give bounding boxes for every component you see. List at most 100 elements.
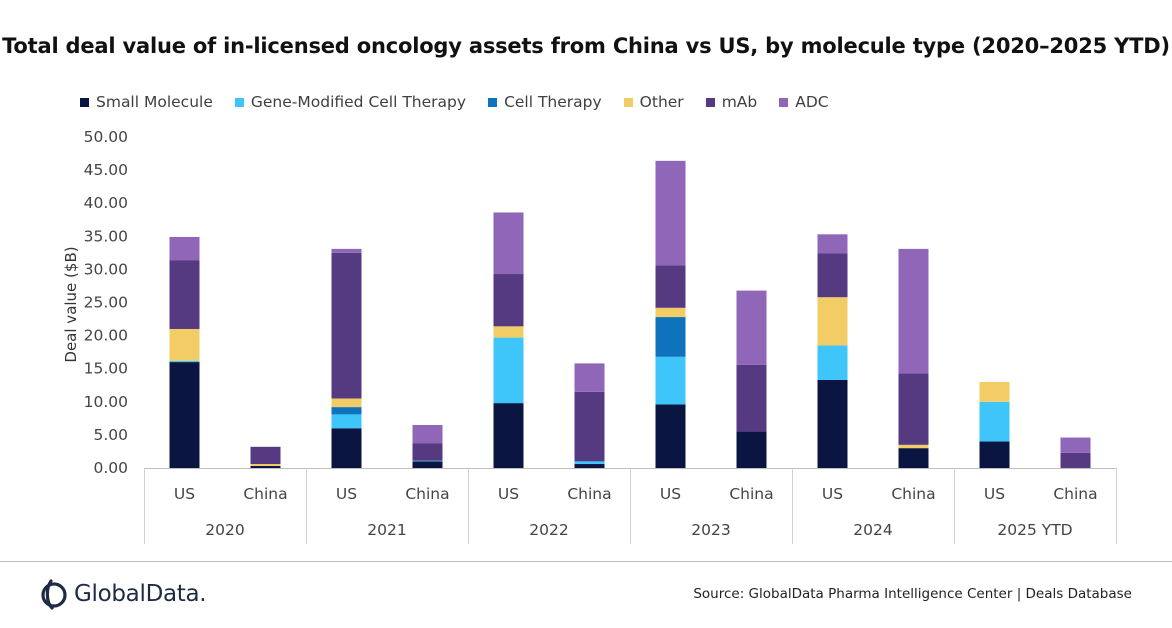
- legend-label: Gene-Modified Cell Therapy: [250, 93, 467, 111]
- bar-segment: [169, 360, 200, 363]
- bar-segment: [817, 234, 848, 254]
- bar-segment: [412, 460, 443, 462]
- bar-segment: [412, 461, 443, 468]
- y-tick-label: 30.00: [84, 260, 128, 278]
- bar-segment: [331, 252, 362, 399]
- x-group-label: 2024: [853, 521, 892, 539]
- y-tick-label: 25.00: [84, 294, 128, 312]
- legend-label: Cell Therapy: [504, 93, 602, 111]
- y-tick-label: 35.00: [84, 227, 128, 245]
- x-category-label: China: [1053, 485, 1097, 503]
- y-tick-label: 15.00: [84, 360, 128, 378]
- bar-segment: [493, 212, 524, 275]
- bar-segment: [574, 363, 605, 392]
- x-category-label: US: [174, 485, 195, 503]
- bar-segment: [1060, 452, 1091, 468]
- bar-segment: [898, 444, 929, 449]
- x-category-label: US: [336, 485, 357, 503]
- bar-segment: [655, 356, 686, 405]
- bar-segment: [493, 326, 524, 338]
- y-tick-label: 40.00: [84, 194, 128, 212]
- bar-segment: [169, 236, 200, 261]
- y-tick-label: 20.00: [84, 327, 128, 345]
- bar-segment: [574, 464, 605, 468]
- bar-segment: [736, 431, 767, 468]
- bar-segment: [817, 253, 848, 298]
- x-category-label: US: [660, 485, 681, 503]
- bar-segment: [655, 160, 686, 266]
- x-category-label: China: [243, 485, 287, 503]
- bar-segment: [493, 403, 524, 468]
- legend-swatch: [80, 97, 89, 107]
- bar-segment: [898, 448, 929, 468]
- bar-segment: [250, 464, 281, 467]
- legend-item: Cell Therapy: [488, 93, 602, 111]
- bar-segment: [493, 337, 524, 404]
- bar-segment: [169, 328, 200, 361]
- bar-segment: [1060, 437, 1091, 453]
- x-category-label: China: [891, 485, 935, 503]
- bar-segment: [493, 274, 524, 327]
- x-category-label: US: [984, 485, 1005, 503]
- y-tick-label: 0.00: [93, 459, 128, 477]
- x-group-label: 2023: [691, 521, 730, 539]
- bar-segment: [736, 364, 767, 432]
- bar-segment: [898, 373, 929, 445]
- x-group-label: 2022: [529, 521, 568, 539]
- footer-divider: [0, 561, 1172, 562]
- bar-segment: [655, 317, 686, 357]
- y-tick-label: 5.00: [93, 426, 128, 444]
- x-category-label: US: [498, 485, 519, 503]
- legend-swatch: [705, 97, 715, 107]
- bar-segment: [331, 398, 362, 408]
- bar-segment: [412, 424, 443, 444]
- bar-segment: [979, 401, 1010, 442]
- legend-label: ADC: [795, 93, 829, 111]
- legend-label: mAb: [721, 93, 758, 111]
- legend-item: Gene-Modified Cell Therapy: [234, 93, 467, 111]
- bar-segment: [169, 260, 200, 329]
- y-tick-label: 10.00: [84, 393, 128, 411]
- bar-segment: [331, 407, 362, 415]
- y-tick-label: 45.00: [84, 161, 128, 179]
- globaldata-logo: GlobalData.: [40, 578, 207, 610]
- bar-segment: [331, 414, 362, 429]
- bar-segment: [817, 379, 848, 468]
- bar-segment: [250, 446, 281, 465]
- chart-legend: Small Molecule Gene-Modified Cell Therapy…: [80, 93, 851, 111]
- bar-segment: [655, 265, 686, 308]
- legend-item: mAb: [705, 93, 758, 111]
- legend-label: Small Molecule: [96, 93, 213, 111]
- bar-segment: [655, 404, 686, 468]
- y-tick-label: 50.00: [84, 128, 128, 146]
- bar-segment: [331, 428, 362, 468]
- logo-text: GlobalData.: [74, 581, 207, 607]
- bar-segment: [574, 461, 605, 465]
- legend-item: Other: [623, 93, 684, 111]
- chart-plot-area: Deal value ($B) 0.00 5.00 10.00 15.00 20.00 25…: [62, 128, 1117, 544]
- x-category-label: US: [822, 485, 843, 503]
- x-category-label: China: [567, 485, 611, 503]
- x-category-label: China: [729, 485, 773, 503]
- legend-item: Small Molecule: [80, 93, 213, 111]
- bar-segment: [574, 391, 605, 462]
- bar-segment: [817, 345, 848, 380]
- legend-swatch: [488, 97, 498, 107]
- bar-segment: [169, 362, 200, 468]
- legend-swatch: [779, 97, 789, 107]
- bar-segment: [250, 466, 281, 468]
- legend-swatch: [623, 97, 633, 107]
- x-group-label: 2021: [367, 521, 406, 539]
- bar-segment: [979, 441, 1010, 468]
- legend-item: ADC: [779, 93, 829, 111]
- bar-segment: [331, 248, 362, 253]
- x-category-label: China: [405, 485, 449, 503]
- bar-segment: [979, 381, 1010, 402]
- bar-segment: [736, 290, 767, 365]
- x-group-label: 2020: [205, 521, 244, 539]
- bar-segment: [817, 297, 848, 346]
- y-axis-label: Deal value ($B): [62, 246, 80, 362]
- chart-title: Total deal value of in-licensed oncology…: [2, 34, 1170, 58]
- globaldata-logo-icon: [41, 579, 67, 610]
- legend-swatch: [234, 97, 244, 107]
